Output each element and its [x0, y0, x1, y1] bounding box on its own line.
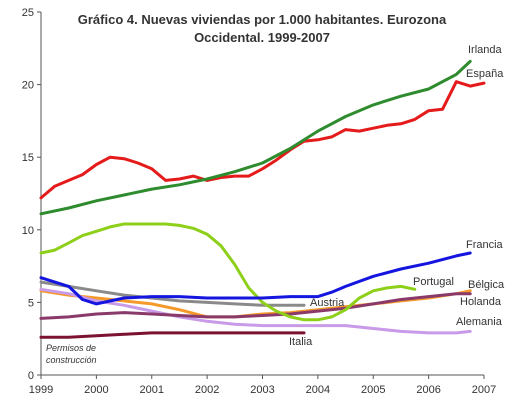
series-label-italia: Italia	[289, 336, 313, 348]
x-tick-label: 2006	[416, 384, 440, 396]
series-label-alemania: Alemania	[456, 316, 503, 328]
series-line-francia	[39, 251, 472, 306]
y-tick-label: 0	[28, 370, 34, 382]
series-labels: Irlanda España Francia Portugal Bélgica Austr…	[289, 44, 505, 348]
annotation-line-1: Permisos de	[46, 343, 96, 353]
chart-title-line-1: Gráfico 4. Nuevas viviendas por 1.000 ha…	[78, 12, 447, 27]
x-tick-label: 2004	[306, 384, 330, 396]
y-tick-label: 10	[22, 225, 34, 237]
y-tick-label: 20	[22, 80, 34, 92]
series-label-holanda: Holanda	[460, 296, 502, 308]
series-label-francia: Francia	[466, 239, 504, 251]
series-lines	[39, 59, 486, 339]
series-line-irlanda	[39, 59, 472, 216]
y-tick-label: 5	[28, 297, 34, 309]
x-tick-label: 2003	[250, 384, 274, 396]
axes: 0 5 10 15 20 25 1999 2000 2001 2002 2003 2004 2005 20…	[22, 7, 496, 396]
series-label-portugal: Portugal	[413, 276, 454, 288]
series-label-irlanda: Irlanda	[468, 44, 503, 56]
series-line-austria	[39, 280, 306, 307]
x-tick-label: 1999	[29, 384, 53, 396]
series-line-portugal	[39, 222, 417, 322]
series-label-españa: España	[466, 68, 504, 80]
series-line-alemania	[39, 287, 472, 335]
annotation-line-2: construcción	[46, 355, 97, 365]
chart-title-line-2: Occidental. 1999-2007	[194, 30, 330, 45]
x-tick-label: 2007	[472, 384, 496, 396]
x-tick-label: 2001	[140, 384, 164, 396]
series-line-italia	[39, 331, 306, 339]
y-tick-label: 15	[22, 152, 34, 164]
y-tick-label: 25	[22, 7, 34, 19]
series-label-austria: Austria	[310, 297, 345, 309]
x-tick-label: 2002	[195, 384, 219, 396]
x-tick-label: 2000	[84, 384, 108, 396]
x-tick-label: 2005	[361, 384, 385, 396]
series-line-bélgica	[39, 292, 472, 320]
series-line-españa	[39, 80, 486, 200]
series-label-bélgica: Bélgica	[468, 279, 505, 291]
